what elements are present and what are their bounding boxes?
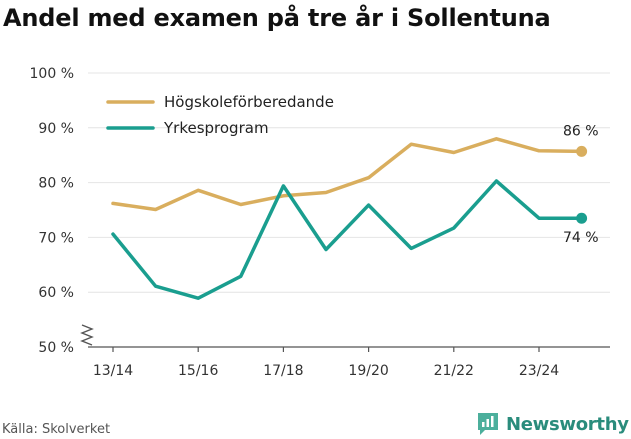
source-note: Källa: Skolverket — [2, 422, 111, 437]
axis-break-icon — [80, 324, 94, 346]
series-end-point — [576, 212, 588, 224]
y-tick-label: 100 % — [30, 66, 74, 82]
y-axis-ticks: 50 % 60 % 70 % 80 % 90 % 100 % — [30, 66, 74, 356]
x-tick-label: 21/22 — [434, 363, 474, 379]
x-tick-label: 13/14 — [93, 363, 133, 379]
brand-name: Newsworthy — [506, 413, 629, 435]
legend-label: Yrkesprogram — [163, 119, 269, 137]
series-end-label: 74 % — [563, 230, 599, 246]
y-tick-label: 50 % — [38, 340, 74, 356]
y-tick-label: 80 % — [38, 176, 74, 192]
x-tick-label: 15/16 — [178, 363, 218, 379]
chart-title: Andel med examen på tre år i Sollentuna — [3, 4, 551, 32]
series-lines: 86 % 74 % — [111, 123, 599, 300]
newsworthy-logo-icon — [478, 413, 498, 435]
newsworthy-logo: Newsworthy — [476, 409, 629, 439]
series-line-hogskoleforberedande — [111, 137, 584, 212]
series-line-yrkesprogram — [111, 179, 584, 300]
y-tick-label: 70 % — [38, 230, 74, 246]
series-end-point — [576, 145, 588, 157]
y-tick-label: 60 % — [38, 285, 74, 301]
y-tick-label: 90 % — [38, 121, 74, 137]
x-tick-label: 17/18 — [263, 363, 303, 379]
x-tick-label: 19/20 — [348, 363, 388, 379]
series-end-label: 86 % — [563, 123, 599, 139]
x-axis: 13/14 15/16 17/18 19/20 21/22 23/24 — [88, 346, 610, 379]
x-tick-label: 23/24 — [519, 363, 559, 379]
axis-break-zigzag — [80, 324, 94, 346]
legend-label: Högskoleförberedande — [164, 93, 334, 111]
legend: Högskoleförberedande Yrkesprogram — [106, 93, 334, 137]
